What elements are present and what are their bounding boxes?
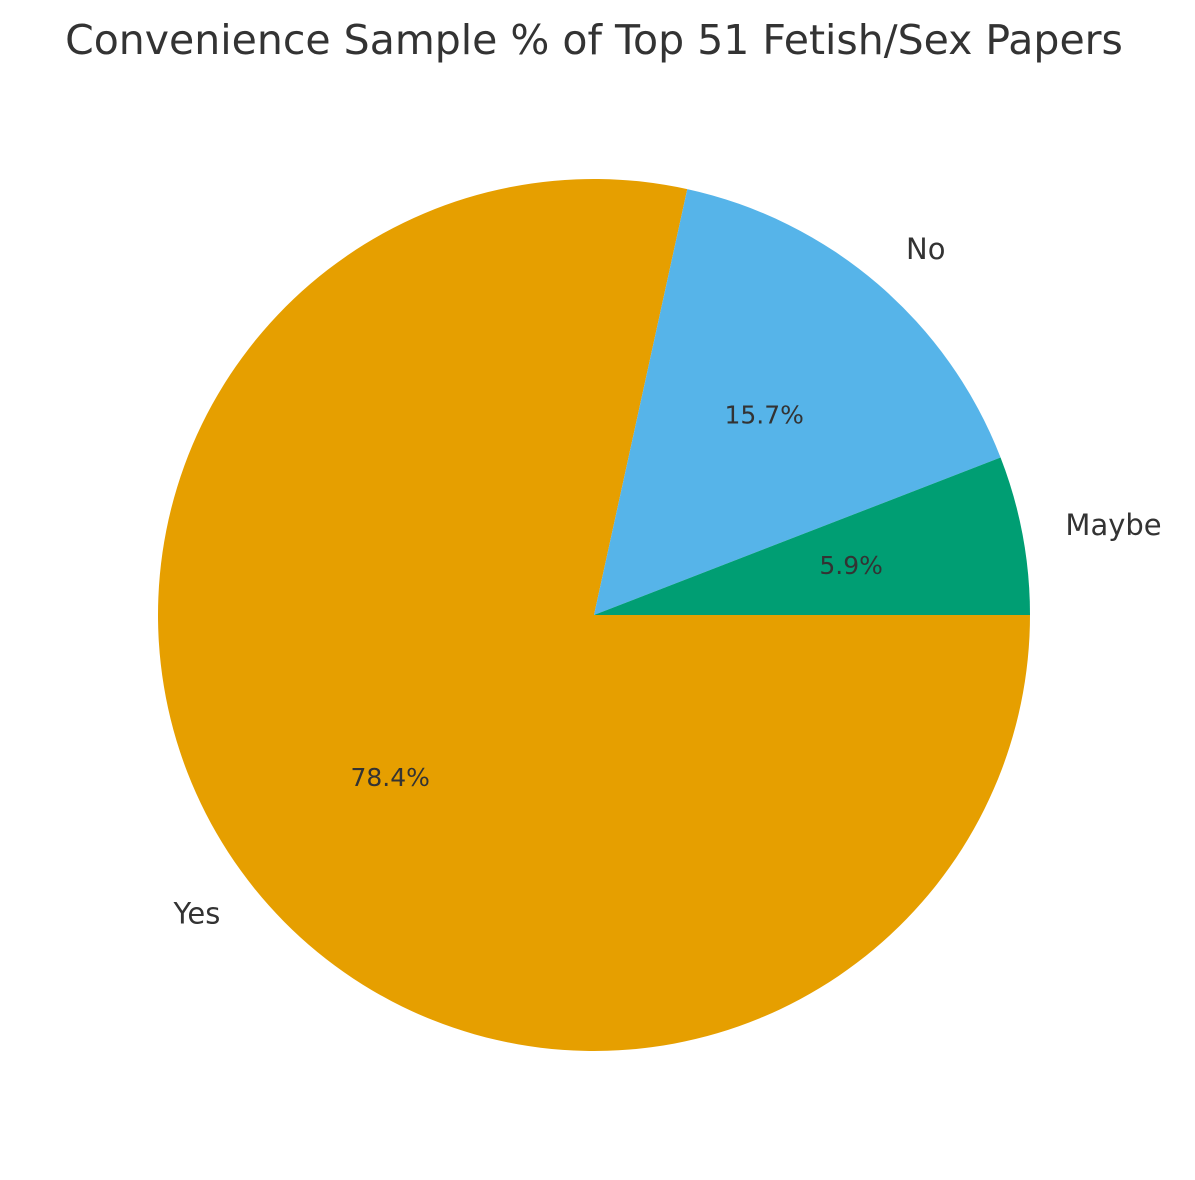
slice-label-yes: Yes	[173, 897, 221, 931]
pie-slice-maybe	[594, 457, 1030, 615]
slice-percent-no: 15.7%	[724, 400, 803, 429]
slice-percent-maybe: 5.9%	[819, 551, 883, 580]
pie-slices	[157, 178, 1031, 1052]
slice-percent-yes: 78.4%	[350, 763, 429, 792]
pie-slice-yes	[157, 178, 1031, 1052]
slice-label-maybe: Maybe	[1065, 508, 1161, 542]
pie-slice-no	[594, 189, 1001, 616]
chart-title: Convenience Sample % of Top 51 Fetish/Se…	[65, 16, 1123, 64]
slice-label-no: No	[906, 232, 945, 266]
pie-labels: Yes 78.4% No 15.7% Maybe 5.9%	[173, 232, 1162, 931]
